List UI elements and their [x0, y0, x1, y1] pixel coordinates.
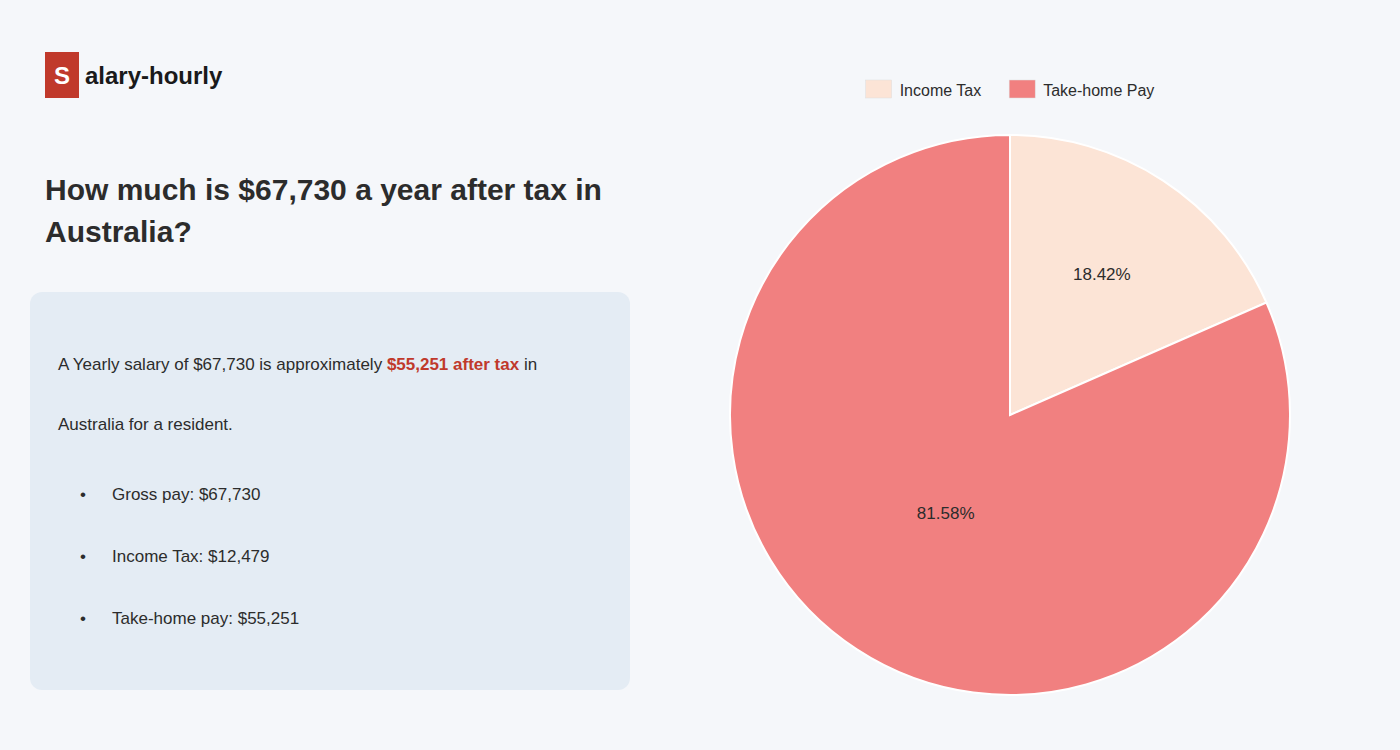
bullet-text: Income Tax: $12,479	[112, 547, 270, 566]
summary-segment: $55,251 after tax	[387, 355, 520, 374]
bullet: •	[80, 547, 86, 566]
legend-swatch	[866, 80, 892, 98]
bullet-text: Take-home pay: $55,251	[112, 609, 299, 628]
title-line: Australia?	[45, 215, 192, 248]
bullet: •	[80, 485, 86, 504]
title-line: How much is $67,730 a year after tax in	[45, 173, 602, 206]
chart: Salary-hourly How much is $67,730 a year …	[0, 0, 1400, 750]
bullet: •	[80, 609, 86, 628]
summary-segment: in	[519, 355, 537, 374]
logo-text: alary-hourly	[85, 62, 223, 89]
background	[0, 0, 1400, 750]
legend-item: Income Tax	[866, 80, 982, 99]
legend-item: Take-home Pay	[1009, 80, 1154, 99]
summary-line: A Yearly salary of $67,730 is approximat…	[58, 355, 537, 374]
data-label: 81.58%	[917, 504, 975, 523]
summary-segment: Australia for a resident.	[58, 415, 233, 434]
summary-segment: A Yearly salary of $67,730 is approximat…	[58, 355, 387, 374]
pie	[730, 135, 1290, 695]
logo-letter: S	[54, 62, 70, 89]
title: How much is $67,730 a year after tax in A…	[45, 173, 602, 248]
info-box	[30, 292, 630, 690]
legend-swatch	[1009, 80, 1035, 98]
data-label: 18.42%	[1073, 265, 1131, 284]
summary-line: Australia for a resident.	[58, 415, 233, 434]
legend-label: Take-home Pay	[1043, 82, 1154, 99]
legend: Income Tax Take-home Pay	[866, 80, 1155, 99]
bullet-text: Gross pay: $67,730	[112, 485, 260, 504]
pie-labels: 18.42% 81.58%	[917, 265, 1131, 523]
logo-box	[45, 52, 79, 98]
pie-slice	[730, 135, 1290, 695]
legend-label: Income Tax	[900, 82, 982, 99]
